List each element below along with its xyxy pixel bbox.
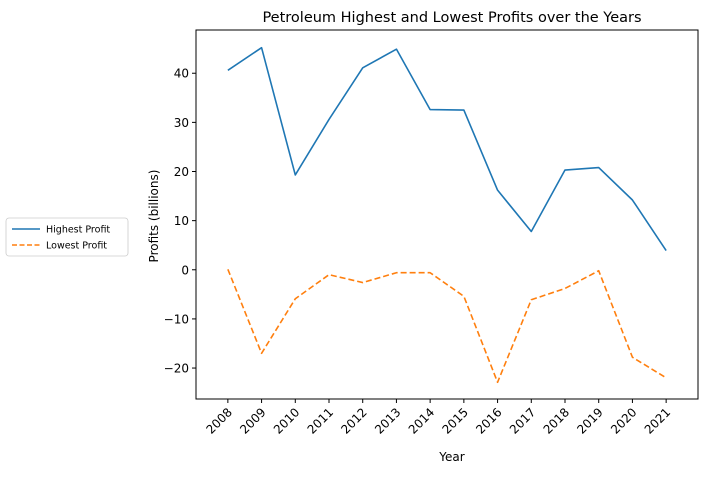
legend: Highest Profit Lowest Profit [5, 217, 129, 257]
legend-label-highest-profit: Highest Profit [46, 225, 110, 236]
y-tick-label: −20 [164, 362, 189, 376]
x-axis-label: Year [438, 450, 464, 464]
plot-frame [195, 29, 699, 400]
y-tick-label: −10 [164, 312, 189, 326]
y-tick-label: 0 [181, 263, 189, 277]
legend-label-lowest-profit: Lowest Profit [46, 241, 107, 252]
series-line-highest-profit [227, 46, 667, 252]
y-tick-label: 40 [174, 67, 189, 81]
y-tick-label: 30 [174, 116, 189, 130]
y-axis-label: Profits (billions) [147, 170, 161, 263]
series-line-lowest-profit [227, 268, 667, 384]
y-tick-label: 20 [174, 165, 189, 179]
chart-title: Petroleum Highest and Lowest Profits ove… [262, 10, 641, 26]
plot-series [227, 46, 667, 384]
legend-box [5, 217, 129, 257]
y-tick-label: 10 [174, 214, 189, 228]
